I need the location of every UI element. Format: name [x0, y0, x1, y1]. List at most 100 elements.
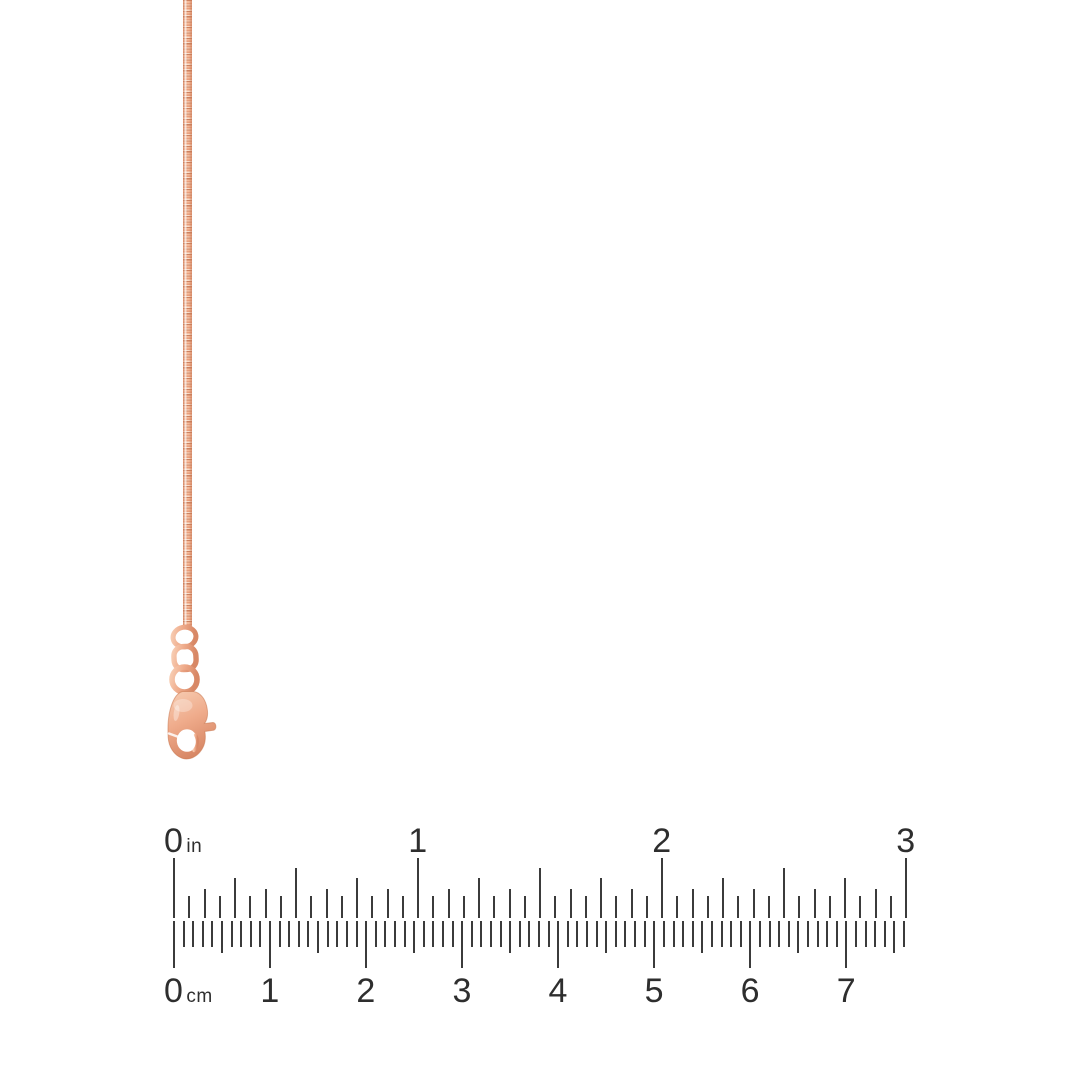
cm-tick: [413, 921, 416, 953]
cm-tick: [288, 921, 291, 947]
cm-tick: [201, 921, 204, 947]
inch-tick: [767, 896, 770, 918]
clasp-gap-seam: [167, 732, 182, 739]
inch-tick: [706, 896, 709, 918]
cm-tick: [470, 921, 473, 947]
cm-tick: [192, 921, 195, 947]
inch-label-1: 1: [408, 824, 427, 858]
cm-tick: [845, 921, 848, 968]
cm-tick: [614, 921, 617, 947]
cm-tick: [317, 921, 320, 953]
cm-tick: [835, 921, 838, 947]
inch-tick: [218, 896, 221, 918]
cm-tick: [365, 921, 368, 968]
cm-tick: [240, 921, 243, 947]
inch-tick: [737, 896, 740, 918]
clasp-highlight-left: [173, 705, 180, 721]
cm-label-6-value: 6: [740, 972, 761, 1010]
cm-tick: [173, 921, 175, 968]
cm-tick: [749, 921, 752, 968]
cm-tick: [461, 921, 464, 968]
inch-tick: [874, 889, 877, 918]
inch-tick: [783, 868, 785, 918]
inch-tick: [310, 896, 313, 918]
inch-tick: [478, 878, 480, 918]
cm-tick: [441, 921, 444, 947]
cm-tick: [643, 921, 646, 947]
cm-tick: [682, 921, 685, 947]
inch-tick: [859, 896, 862, 918]
inch-tick: [203, 889, 206, 918]
clasp-hook-tongue: [192, 733, 199, 753]
inch-tick: [661, 858, 663, 918]
cm-tick: [903, 921, 906, 947]
cm-tick: [480, 921, 483, 947]
inch-tick: [691, 889, 694, 918]
cm-tick: [758, 921, 761, 947]
cm-tick: [509, 921, 512, 953]
inch-label-1-value: 1: [408, 822, 428, 860]
inch-tick: [188, 896, 191, 918]
inch-tick: [249, 896, 252, 918]
cm-tick: [893, 921, 896, 953]
inch-tick: [432, 896, 435, 918]
cm-label-0-value: 0: [164, 972, 184, 1010]
cm-tick: [336, 921, 339, 947]
inch-tick: [813, 889, 816, 918]
cm-tick: [499, 921, 502, 947]
inch-tick: [493, 896, 496, 918]
cm-label-6: 6: [741, 974, 760, 1008]
cm-tick: [624, 921, 627, 947]
cm-tick: [883, 921, 886, 947]
inch-tick: [234, 878, 236, 918]
inch-tick: [889, 896, 892, 918]
cm-tick: [768, 921, 771, 947]
cm-tick: [739, 921, 742, 947]
inch-label-2-value: 2: [652, 822, 672, 860]
inch-label-2: 2: [652, 824, 671, 858]
inch-label-3-value: 3: [896, 822, 916, 860]
cm-tick: [528, 921, 531, 947]
cm-tick: [605, 921, 608, 953]
cm-tick: [730, 921, 733, 947]
cm-tick: [326, 921, 329, 947]
inch-tick: [279, 896, 282, 918]
cm-tick: [489, 921, 492, 947]
inch-tick: [600, 878, 602, 918]
cm-tick: [710, 921, 713, 947]
inch-tick: [401, 896, 404, 918]
inch-tick: [539, 868, 541, 918]
cm-tick: [826, 921, 829, 947]
inch-tick: [584, 896, 587, 918]
inch-tick: [356, 878, 358, 918]
inch-tick: [264, 889, 267, 918]
cm-tick: [864, 921, 867, 947]
cm-tick: [855, 921, 858, 947]
cm-label-7-value: 7: [836, 972, 857, 1010]
cm-label-0-unit: cm: [186, 986, 213, 1007]
cm-tick: [701, 921, 704, 953]
inch-tick: [554, 896, 557, 918]
cm-tick: [451, 921, 454, 947]
cm-tick: [307, 921, 310, 947]
cm-tick: [662, 921, 665, 947]
inch-label-3: 3: [896, 824, 915, 858]
inch-tick: [569, 889, 572, 918]
inch-tick: [645, 896, 648, 918]
cm-label-1-value: 1: [260, 972, 280, 1010]
cm-tick: [345, 921, 348, 947]
inch-tick: [340, 896, 343, 918]
cm-tick: [538, 921, 541, 947]
cm-tick: [297, 921, 300, 947]
cm-label-4-value: 4: [548, 972, 568, 1010]
cm-tick: [432, 921, 435, 947]
inch-tick: [844, 878, 846, 918]
inch-tick: [798, 896, 801, 918]
cm-tick: [653, 921, 656, 968]
cm-label-7: 7: [837, 974, 856, 1008]
cm-tick: [374, 921, 377, 947]
inch-label-0: 0 in: [164, 824, 202, 864]
inch-tick: [523, 896, 526, 918]
clasp-highlight: [173, 699, 193, 712]
